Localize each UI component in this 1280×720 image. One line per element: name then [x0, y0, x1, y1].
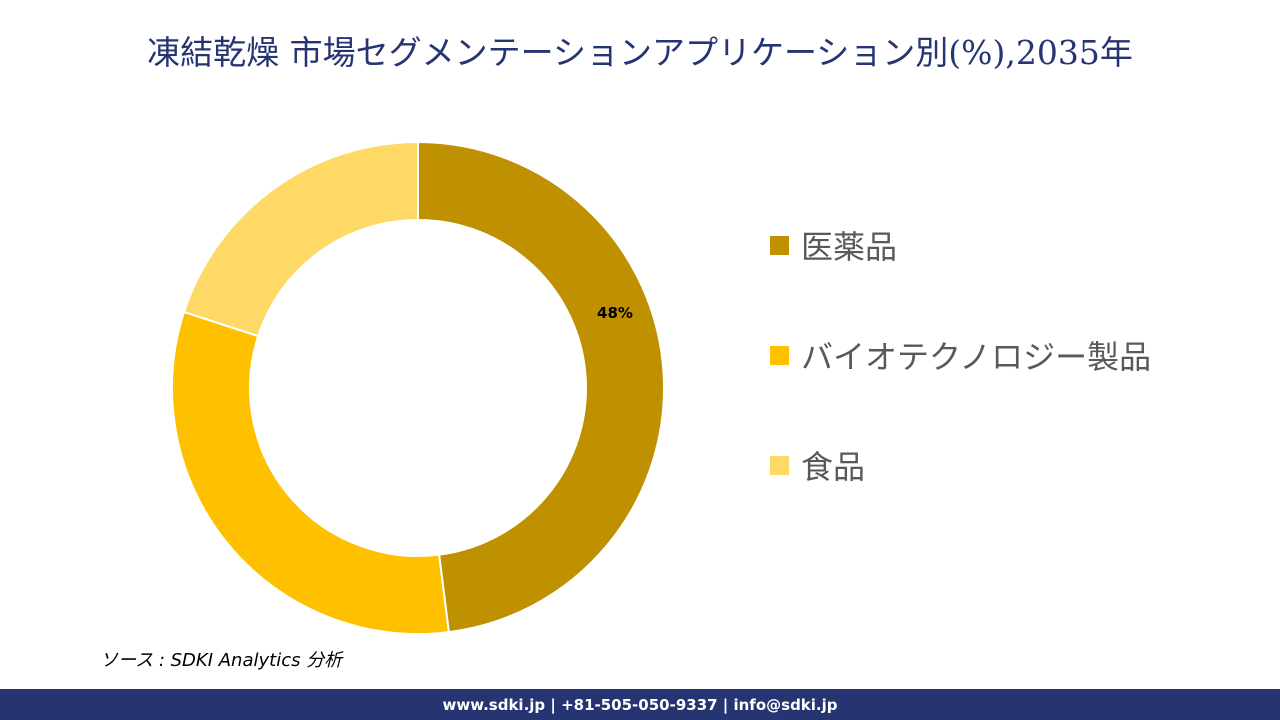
donut-segment-1 — [171, 310, 450, 635]
data-label-pharma: 48% — [597, 304, 633, 322]
donut-segment-2 — [182, 140, 419, 338]
legend-label: バイオテクノロジー製品 — [801, 338, 1152, 376]
chart-title: 凍結乾燥 市場セグメンテーションアプリケーション別(%),2035年 — [147, 33, 1133, 72]
legend-swatch-food — [770, 455, 789, 475]
donut-chart: 48% — [160, 130, 680, 650]
legend-item-food: 食品 — [770, 442, 865, 488]
legend-swatch-pharma — [770, 235, 789, 255]
footer-bar: www.sdki.jp | +81-505-050-9337 | info@sd… — [0, 689, 1280, 720]
legend-label: 食品 — [801, 448, 866, 486]
source-note: ソース : SDKI Analytics 分析 — [100, 650, 343, 671]
legend-item-pharma: 医薬品 — [770, 222, 897, 268]
donut-segment-0 — [417, 140, 665, 634]
legend-label: 医薬品 — [801, 228, 898, 266]
footer-contact: www.sdki.jp | +81-505-050-9337 | info@sd… — [442, 695, 838, 714]
donut-svg: 48% — [171, 140, 665, 635]
legend-item-biotech: バイオテクノロジー製品 — [770, 332, 1151, 378]
legend-swatch-biotech — [770, 345, 789, 365]
